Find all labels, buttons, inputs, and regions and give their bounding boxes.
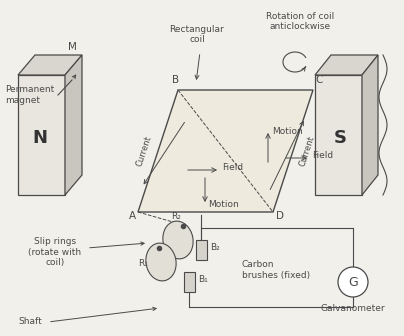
- Polygon shape: [315, 55, 378, 75]
- Text: Galvanometer: Galvanometer: [321, 304, 385, 313]
- FancyBboxPatch shape: [196, 240, 207, 260]
- Ellipse shape: [146, 243, 176, 281]
- Text: N: N: [32, 129, 48, 147]
- FancyBboxPatch shape: [184, 272, 195, 292]
- Text: C: C: [315, 75, 323, 85]
- Text: Motion: Motion: [208, 200, 239, 209]
- Text: Rotation of coil
anticlockwise: Rotation of coil anticlockwise: [266, 12, 334, 31]
- Text: Motion: Motion: [272, 127, 303, 136]
- Polygon shape: [315, 75, 362, 195]
- Text: Slip rings
(rotate with
coil): Slip rings (rotate with coil): [28, 237, 82, 267]
- Text: B₁: B₁: [198, 276, 208, 285]
- Text: Rectangular
coil: Rectangular coil: [170, 25, 224, 44]
- Text: Field: Field: [312, 152, 333, 161]
- Text: Field: Field: [222, 164, 243, 172]
- Text: A: A: [128, 211, 136, 221]
- Text: Current: Current: [298, 134, 316, 168]
- Text: M: M: [67, 42, 76, 52]
- Text: R₂: R₂: [171, 212, 181, 221]
- Polygon shape: [18, 75, 65, 195]
- Text: S: S: [333, 129, 347, 147]
- Text: D: D: [276, 211, 284, 221]
- Text: Carbon
brushes (fixed): Carbon brushes (fixed): [242, 260, 310, 280]
- Text: Permanent
magnet: Permanent magnet: [5, 85, 54, 105]
- Polygon shape: [362, 55, 378, 195]
- Text: B: B: [173, 75, 179, 85]
- Text: B₂: B₂: [210, 244, 220, 252]
- Ellipse shape: [163, 221, 193, 259]
- Text: Shaft: Shaft: [18, 318, 42, 327]
- Polygon shape: [18, 55, 82, 75]
- Polygon shape: [138, 90, 313, 212]
- Text: Current: Current: [135, 134, 153, 168]
- Polygon shape: [65, 55, 82, 195]
- Circle shape: [338, 267, 368, 297]
- Text: G: G: [348, 276, 358, 289]
- Text: R₁: R₁: [138, 259, 148, 268]
